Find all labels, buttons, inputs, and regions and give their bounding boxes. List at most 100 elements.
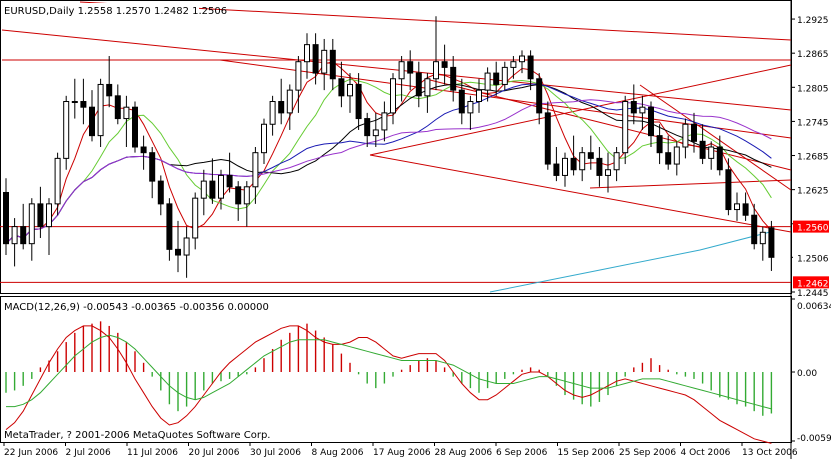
- candle: [243, 181, 250, 227]
- candle-body: [768, 227, 775, 258]
- candle: [742, 192, 749, 221]
- candle-body: [71, 101, 78, 104]
- candle-body: [252, 152, 259, 188]
- channel-line-5[interactable]: [589, 179, 792, 189]
- candlestick-series: [3, 16, 775, 278]
- candle-body: [501, 66, 508, 85]
- candle: [235, 181, 242, 221]
- candle: [708, 141, 715, 170]
- candle-body: [458, 89, 465, 114]
- candle: [415, 61, 422, 108]
- candle: [3, 178, 9, 256]
- price-axis[interactable]: 1.2925 1.2865 1.2805 1.2745 1.2685 1.2625 1.25…: [791, 16, 829, 299]
- candle-body: [20, 226, 27, 245]
- candle-body: [639, 106, 646, 114]
- candle: [605, 152, 611, 193]
- price-label-lower_level-bg: [793, 276, 829, 289]
- candle: [71, 78, 78, 119]
- symbol-header: EURUSD,Daily 1.2558 1.2570 1.2482 1.2506: [4, 6, 227, 17]
- candle-body: [699, 140, 706, 159]
- candle: [587, 135, 594, 170]
- candle: [450, 56, 457, 102]
- candle-body: [28, 203, 35, 245]
- horizontal-level-lines[interactable]: [0, 226, 791, 283]
- candle-body: [329, 49, 336, 80]
- candle: [622, 95, 629, 165]
- macd-axis[interactable]: 0.00634 0.00 -0.00599: [791, 298, 831, 444]
- candle-body: [63, 101, 70, 159]
- candle: [304, 33, 310, 79]
- candle: [175, 220, 181, 273]
- candle: [519, 50, 525, 74]
- candle-body: [106, 83, 113, 97]
- price-label-upper_level: 1.2560: [797, 224, 829, 234]
- time-tick-label: 25 Sep 2006: [619, 448, 676, 458]
- candle-body: [725, 169, 732, 211]
- candle: [54, 152, 61, 216]
- candle-body: [209, 180, 216, 199]
- channel-line-6[interactable]: [429, 79, 792, 171]
- candle-body: [433, 61, 439, 80]
- candle-body: [11, 226, 18, 245]
- candle-body: [304, 44, 310, 63]
- macd-lines: [5, 325, 772, 444]
- candle: [149, 147, 156, 199]
- candle-body: [587, 152, 594, 159]
- candle: [269, 95, 276, 136]
- candle-body: [218, 174, 224, 199]
- candle: [579, 147, 586, 182]
- candle-body: [132, 106, 138, 148]
- candle: [536, 73, 543, 125]
- candle-body: [183, 237, 190, 256]
- candle: [372, 112, 379, 147]
- candle: [682, 118, 689, 159]
- candle: [338, 61, 345, 108]
- candle: [716, 135, 723, 176]
- candle: [699, 124, 706, 165]
- candle-body: [295, 61, 302, 91]
- candle: [527, 50, 534, 91]
- candle-body: [536, 78, 543, 114]
- candle-body: [46, 203, 52, 228]
- candle: [295, 56, 302, 113]
- channel-line-4[interactable]: [369, 154, 792, 233]
- candle-body: [691, 123, 697, 142]
- candle: [252, 147, 259, 204]
- channel-line-0[interactable]: [1, 29, 792, 111]
- channel-line-7[interactable]: [639, 84, 792, 191]
- time-tick-label: 2 Jul 2006: [66, 448, 111, 458]
- candle: [157, 175, 164, 216]
- candle: [209, 158, 216, 204]
- candle-body: [415, 72, 422, 97]
- time-tick-label: 30 Jul 2006: [250, 448, 301, 458]
- candle-body: [424, 78, 431, 97]
- candle: [192, 192, 199, 250]
- candle-body: [544, 112, 551, 165]
- candle: [751, 203, 758, 250]
- candle-body: [149, 152, 156, 182]
- candle-body: [708, 146, 715, 159]
- candle-body: [742, 203, 749, 216]
- candle-body: [235, 186, 242, 205]
- candle: [355, 73, 362, 130]
- time-axis[interactable]: 22 Jun 2006 2 Jul 2006 11 Jul 2006 20 Jul 2…: [3, 442, 798, 458]
- candle: [63, 95, 70, 170]
- candle: [691, 112, 697, 153]
- channel-line-3[interactable]: [369, 64, 792, 156]
- candle-body: [673, 146, 680, 165]
- candle: [347, 73, 353, 113]
- candle-body: [407, 61, 414, 74]
- candle: [467, 95, 474, 130]
- candle: [484, 67, 491, 102]
- candle-body: [682, 123, 689, 148]
- candle: [106, 56, 113, 108]
- candle: [226, 152, 233, 193]
- candle-body: [321, 49, 328, 74]
- candle: [458, 78, 465, 125]
- candle-body: [751, 214, 758, 245]
- time-tick-label: 15 Sep 2006: [558, 448, 615, 458]
- time-tick-label: 28 Aug 2006: [435, 448, 493, 458]
- candle: [441, 44, 448, 85]
- candle: [553, 147, 560, 182]
